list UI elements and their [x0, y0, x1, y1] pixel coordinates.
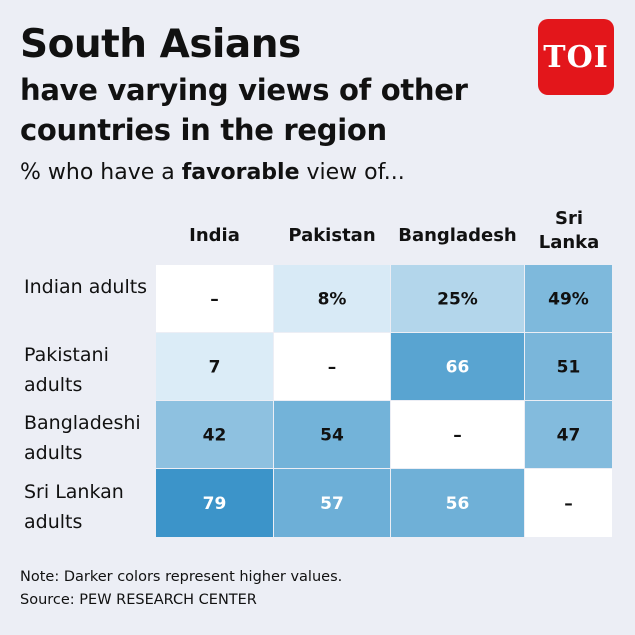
heatmap-label-3-1: 57 [320, 494, 344, 514]
heatmap-cell-0-2 [391, 265, 524, 332]
heatmap-cell-1-3 [525, 333, 612, 400]
row-header-pakistani-adults: Pakistani adults [24, 344, 109, 396]
row-header-indian-adults: Indian adults [24, 276, 148, 298]
heatmap-cell-3-1 [274, 469, 390, 537]
heatmap-cell-1-2 [391, 333, 524, 400]
heatmap-label-3-2: 56 [446, 494, 470, 514]
chart-lead: % who have a favorable view of... [20, 158, 405, 188]
heatmap-label-2-2: – [453, 426, 462, 446]
heatmap-label-0-2: 25% [437, 290, 478, 310]
heatmap-cell-2-1 [274, 401, 390, 468]
heatmap-cell-3-2 [391, 469, 524, 537]
heatmap-cell-0-3 [525, 265, 612, 332]
heatmap-label-0-1: 8% [318, 290, 347, 310]
chart-subtitle: have varying views of other countries in… [20, 73, 468, 147]
heatmap-label-2-1: 54 [320, 426, 344, 446]
column-header-pakistan: Pakistan [288, 225, 376, 246]
heatmap-label-0-0: – [210, 290, 219, 310]
heatmap-label-2-0: 42 [203, 426, 227, 446]
heatmap-label-1-2: 66 [446, 358, 470, 378]
heatmap-label-3-3: – [564, 494, 573, 514]
heatmap-cell-2-0 [156, 401, 273, 468]
lead-prefix: % who have a [20, 160, 182, 185]
heatmap-label-0-3: 49% [548, 290, 589, 310]
heatmap-cell-1-1 [274, 333, 390, 400]
heatmap-label-1-0: 7 [209, 358, 221, 378]
row-header-sri-lankan-adults: Sri Lankan adults [24, 481, 124, 533]
heatmap-cell-2-2 [391, 401, 524, 468]
heatmap-label-1-3: 51 [557, 358, 581, 378]
chart-note: Note: Darker colors represent higher val… [20, 569, 343, 585]
chart-footer: Note: Darker colors represent higher val… [20, 566, 342, 612]
heatmap-label-2-3: 47 [557, 426, 581, 446]
heatmap-cell-3-3 [525, 469, 612, 537]
heatmap-cell-0-1 [274, 265, 390, 332]
row-header-bangladeshi-adults: Bangladeshi adults [24, 412, 141, 464]
column-header-india: India [189, 225, 240, 246]
heatmap-cell-2-3 [525, 401, 612, 468]
chart-title: South Asians [20, 22, 301, 67]
heatmap-label-1-1: – [328, 358, 337, 378]
column-header-sri-lanka: Sri Lanka [538, 208, 600, 253]
column-header-bangladesh: Bangladesh [398, 225, 517, 246]
heatmap-cell-3-0 [156, 469, 273, 537]
heatmap-cell-1-0 [156, 333, 273, 400]
lead-suffix: view of... [299, 160, 405, 185]
heatmap-label-3-0: 79 [203, 494, 227, 514]
lead-bold: favorable [181, 160, 300, 185]
heatmap-cell-0-0 [156, 265, 273, 332]
chart-source: Source: PEW RESEARCH CENTER [20, 592, 257, 608]
toi-logo: TOI [538, 19, 614, 95]
